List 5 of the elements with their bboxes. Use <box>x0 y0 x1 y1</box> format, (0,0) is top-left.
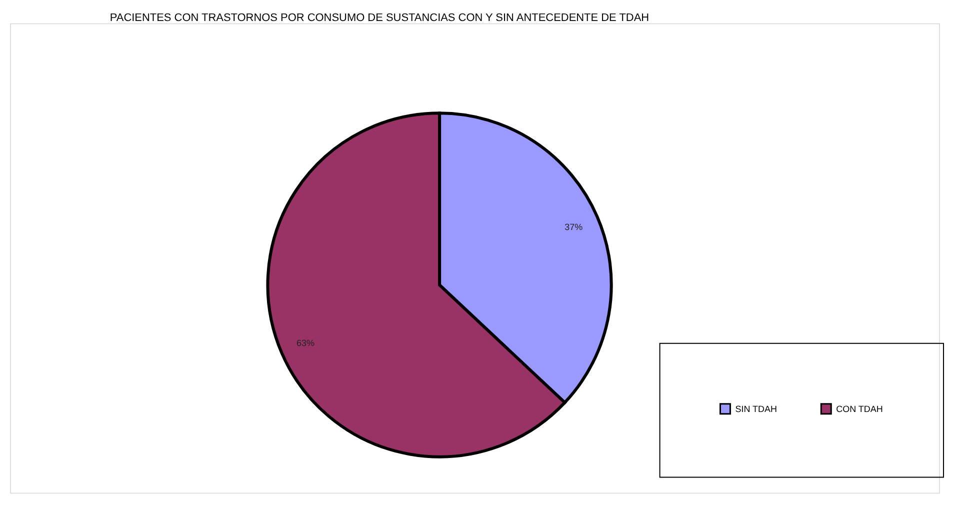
data-label: 37% <box>564 222 583 232</box>
data-label: 63% <box>296 338 315 348</box>
legend-label: SIN TDAH <box>735 404 778 414</box>
legend-label: CON TDAH <box>836 404 883 414</box>
chart-title: PACIENTES CON TRASTORNOS POR CONSUMO DE SUSTANCIAS CON Y SIN ANTECEDENTE DE TDAH <box>110 12 650 24</box>
